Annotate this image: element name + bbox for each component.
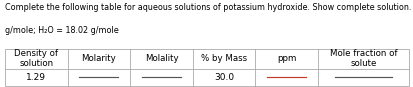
Text: Molality: Molality bbox=[145, 54, 178, 63]
Text: 1.29: 1.29 bbox=[26, 73, 46, 82]
Text: 30.0: 30.0 bbox=[214, 73, 234, 82]
Text: % by Mass: % by Mass bbox=[201, 54, 247, 63]
Text: g/mole; H₂O = 18.02 g/mole: g/mole; H₂O = 18.02 g/mole bbox=[5, 26, 119, 35]
Bar bbox=[5, 49, 408, 86]
Text: Molarity: Molarity bbox=[81, 54, 116, 63]
Text: Complete the following table for aqueous solutions of potassium hydroxide. Show : Complete the following table for aqueous… bbox=[5, 3, 413, 12]
Text: Density of
solution: Density of solution bbox=[14, 49, 58, 68]
Text: Mole fraction of
solute: Mole fraction of solute bbox=[329, 49, 396, 68]
Text: ppm: ppm bbox=[276, 54, 296, 63]
